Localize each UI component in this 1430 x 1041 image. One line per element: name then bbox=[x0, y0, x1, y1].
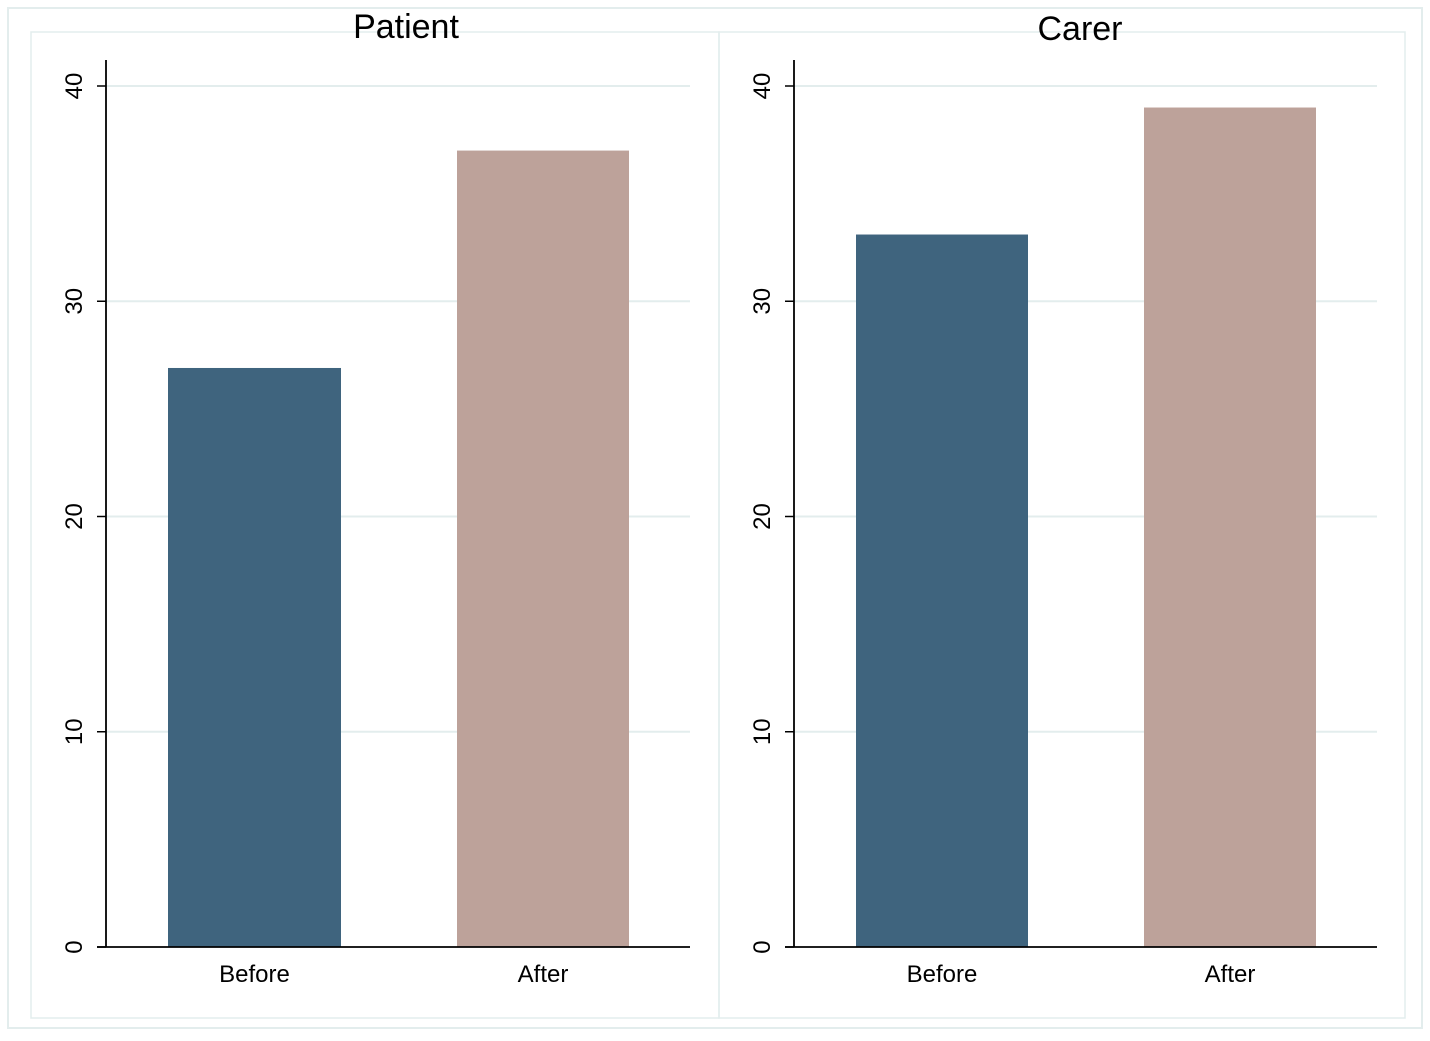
bar-after bbox=[457, 150, 629, 947]
bar-before bbox=[856, 234, 1028, 947]
bar-after bbox=[1144, 107, 1316, 947]
x-tick-label: After bbox=[1205, 961, 1256, 988]
y-tick-label: 10 bbox=[61, 718, 88, 745]
y-tick-label: 10 bbox=[749, 718, 776, 745]
panel-border bbox=[718, 31, 1406, 1019]
panel-carer: 0 10 20 30 40 Before After Carer bbox=[718, 10, 1406, 1019]
x-tick-label: Before bbox=[219, 961, 290, 988]
y-tick-label: 30 bbox=[61, 288, 88, 315]
x-tick-label: After bbox=[518, 961, 569, 988]
y-tick-label: 0 bbox=[749, 940, 776, 953]
bar-before bbox=[168, 367, 341, 947]
y-tick-label: 20 bbox=[61, 503, 88, 530]
y-tick-label: 30 bbox=[749, 288, 776, 315]
y-tick-label: 0 bbox=[61, 940, 88, 953]
panel-title: Carer bbox=[1037, 10, 1122, 48]
panel-patient: 0 10 20 30 40 Before After Patient bbox=[30, 8, 720, 1019]
y-tick-label: 20 bbox=[749, 503, 776, 530]
y-tick-label: 40 bbox=[749, 73, 776, 100]
x-tick-label: Before bbox=[907, 961, 978, 988]
panel-title: Patient bbox=[353, 8, 459, 46]
y-tick-label: 40 bbox=[61, 73, 88, 100]
